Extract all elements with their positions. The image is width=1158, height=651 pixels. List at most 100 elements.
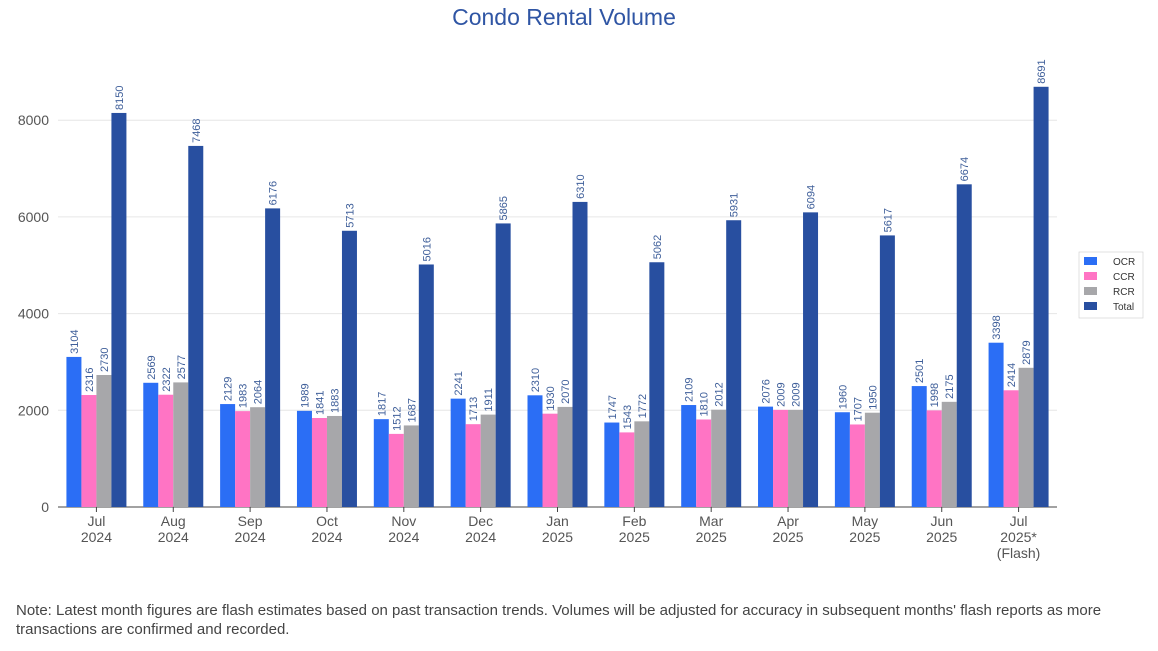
data-label-rcr: 2064 xyxy=(253,380,265,404)
legend-label-ocr: OCR xyxy=(1113,257,1135,268)
data-label-ccr: 2414 xyxy=(1006,363,1018,387)
data-label-rcr: 2009 xyxy=(791,382,803,406)
data-label-ccr: 1713 xyxy=(468,397,480,421)
bar-total xyxy=(418,264,434,507)
bar-ccr xyxy=(465,424,481,507)
data-label-ccr: 1810 xyxy=(699,392,711,416)
bar-total xyxy=(572,201,588,507)
bar-ocr xyxy=(450,398,466,507)
bar-ccr xyxy=(388,433,404,507)
bar-ocr xyxy=(604,422,620,507)
data-label-total: 5865 xyxy=(498,196,510,220)
data-label-ccr: 2322 xyxy=(161,367,173,391)
legend-swatch-ccr xyxy=(1084,272,1097,280)
bar-rcr xyxy=(788,409,804,507)
x-tick-label: Feb xyxy=(622,513,646,529)
bar-ocr xyxy=(758,406,774,507)
data-label-ocr: 2569 xyxy=(146,355,158,379)
bar-total xyxy=(495,223,511,507)
bar-ocr xyxy=(143,382,159,507)
x-tick-label: Jul xyxy=(87,513,105,529)
data-label-ocr: 2129 xyxy=(223,377,235,401)
bar-ocr xyxy=(66,356,82,507)
bar-total xyxy=(1033,86,1049,507)
x-tick-label: May xyxy=(852,513,878,529)
bar-total xyxy=(879,235,895,508)
data-label-ocr: 1817 xyxy=(376,392,388,416)
data-label-ocr: 1960 xyxy=(837,385,849,409)
x-tick-label: 2024 xyxy=(465,529,496,545)
data-label-ocr: 3104 xyxy=(69,329,81,353)
data-label-ocr: 2310 xyxy=(530,368,542,392)
data-label-ocr: 1989 xyxy=(299,383,311,407)
bar-ocr xyxy=(681,405,697,507)
bar-ocr xyxy=(834,412,850,507)
data-label-total: 5016 xyxy=(421,237,433,261)
data-label-ocr: 2109 xyxy=(684,378,696,402)
x-tick-label: 2025 xyxy=(849,529,880,545)
legend-label-rcr: RCR xyxy=(1113,287,1135,298)
data-label-rcr: 1772 xyxy=(637,394,649,418)
bar-ccr xyxy=(81,395,97,507)
bar-ocr xyxy=(373,419,389,507)
x-tick-label: Jul xyxy=(1010,513,1028,529)
data-label-total: 6674 xyxy=(959,157,971,181)
data-label-ocr: 3398 xyxy=(991,315,1003,339)
bar-ocr xyxy=(296,410,312,507)
bar-rcr xyxy=(864,412,880,507)
data-label-ocr: 2501 xyxy=(914,359,926,383)
x-tick-label: 2025 xyxy=(619,529,650,545)
bar-rcr xyxy=(480,414,496,507)
data-label-ccr: 2009 xyxy=(776,382,788,406)
bar-ccr xyxy=(619,432,635,507)
x-tick-label: Sep xyxy=(238,513,263,529)
bar-rcr xyxy=(403,425,419,507)
bar-total xyxy=(341,230,357,508)
data-label-ocr: 2241 xyxy=(453,371,465,395)
data-label-rcr: 2012 xyxy=(714,382,726,406)
data-label-total: 5617 xyxy=(882,208,894,232)
bar-ocr xyxy=(988,342,1004,507)
data-label-rcr: 2879 xyxy=(1021,340,1033,364)
bar-rcr xyxy=(96,375,112,507)
x-tick-label: Dec xyxy=(468,513,493,529)
bar-ocr xyxy=(220,404,236,507)
x-tick-label: (Flash) xyxy=(997,545,1041,561)
bar-rcr xyxy=(173,382,189,507)
data-label-rcr: 1883 xyxy=(329,388,341,412)
data-label-total: 6176 xyxy=(268,181,280,205)
x-tick-label: Oct xyxy=(316,513,338,529)
bar-total xyxy=(265,208,281,508)
bar-rcr xyxy=(634,421,650,507)
x-tick-label: 2025* xyxy=(1000,529,1037,545)
bar-ccr xyxy=(235,411,251,507)
bar-ccr xyxy=(926,410,942,507)
data-label-total: 5713 xyxy=(344,203,356,227)
x-tick-label: 2024 xyxy=(311,529,342,545)
bar-total xyxy=(956,184,972,507)
bar-total xyxy=(188,145,204,508)
data-label-total: 8150 xyxy=(114,85,126,109)
data-label-ocr: 2076 xyxy=(761,379,773,403)
bar-total xyxy=(726,220,742,507)
y-tick-label: 0 xyxy=(41,499,49,515)
bar-rcr xyxy=(250,407,266,507)
x-tick-label: 2025 xyxy=(772,529,803,545)
data-label-total: 5931 xyxy=(729,193,741,217)
bar-rcr xyxy=(1018,367,1034,507)
legend-label-ccr: CCR xyxy=(1113,272,1135,283)
data-label-ccr: 1841 xyxy=(314,391,326,415)
x-tick-label: Jan xyxy=(546,513,569,529)
bar-total xyxy=(649,262,665,507)
y-tick-label: 2000 xyxy=(18,402,49,418)
data-label-total: 5062 xyxy=(652,235,664,259)
data-label-ccr: 2316 xyxy=(84,368,96,392)
data-label-rcr: 2175 xyxy=(944,374,956,398)
data-label-ccr: 1983 xyxy=(238,384,250,408)
footnote: Note: Latest month figures are flash est… xyxy=(16,602,1102,638)
bar-rcr xyxy=(941,401,957,507)
data-label-ccr: 1512 xyxy=(391,406,403,430)
bar-rcr xyxy=(557,406,573,507)
x-tick-label: 2025 xyxy=(696,529,727,545)
